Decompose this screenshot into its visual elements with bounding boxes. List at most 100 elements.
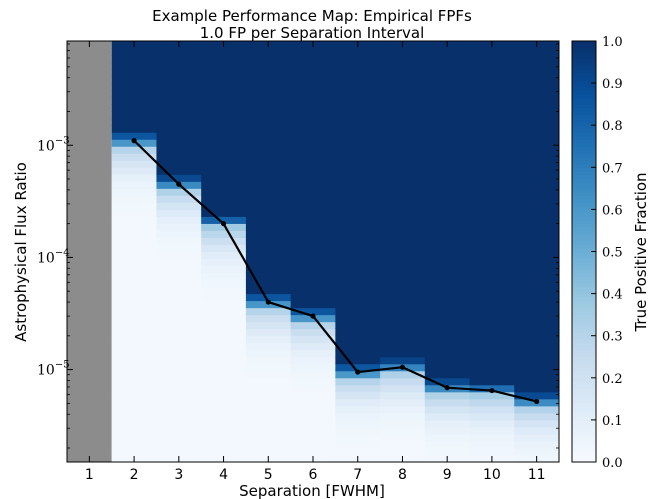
heatmap-cell — [290, 293, 336, 302]
heatmap-cell — [380, 146, 426, 154]
heatmap-cell — [245, 223, 292, 231]
heatmap-cell — [290, 223, 336, 231]
heatmap-cell — [335, 265, 381, 274]
heatmap-cell — [514, 314, 560, 323]
heatmap-cell — [111, 412, 157, 421]
heatmap-cell — [424, 83, 471, 91]
heatmap-cell — [424, 188, 471, 196]
heatmap-cell — [335, 244, 381, 252]
heatmap-cell — [469, 55, 515, 63]
heatmap-cell — [290, 258, 336, 267]
colorbar-segment — [572, 391, 596, 396]
heatmap-cell — [380, 216, 426, 224]
heatmap-cell — [111, 370, 157, 379]
heatmap-cell — [290, 76, 336, 84]
heatmap-cell — [156, 335, 202, 344]
heatmap-cell — [290, 244, 336, 252]
heatmap-cell — [111, 314, 157, 323]
heatmap-cell — [469, 433, 515, 442]
heatmap-cell — [424, 356, 471, 365]
heatmap-cell — [424, 209, 471, 217]
heatmap-cell — [111, 279, 157, 288]
heatmap-cell — [111, 132, 157, 140]
colorbar-segment — [572, 107, 596, 112]
heatmap-cell — [469, 356, 515, 365]
heatmap-cell — [469, 391, 515, 400]
heatmap-cell — [380, 433, 426, 442]
y-tick-label: 10−3 — [37, 135, 70, 154]
heatmap-cell — [111, 426, 157, 435]
heatmap-cell — [201, 160, 247, 168]
colorbar-segment — [572, 388, 596, 393]
heatmap-cell — [424, 223, 471, 231]
heatmap-cell — [156, 447, 202, 456]
colorbar-segment — [572, 90, 596, 95]
heatmap-cell — [290, 209, 336, 217]
heatmap-cell — [335, 83, 381, 91]
colorbar-segment — [572, 226, 596, 232]
heatmap-cell — [245, 244, 292, 252]
heatmap-cell — [201, 384, 247, 393]
heatmap-cell — [201, 181, 247, 189]
heatmap-cell — [380, 384, 426, 393]
heatmap-cell — [335, 104, 381, 112]
heatmap-cell — [380, 90, 426, 98]
heatmap-cell — [469, 300, 515, 309]
curve-point — [355, 369, 361, 375]
heatmap-cell — [290, 398, 336, 407]
heatmap-cell — [380, 307, 426, 316]
masked-column — [67, 41, 112, 462]
colorbar-segment — [572, 233, 596, 239]
heatmap-cell — [335, 419, 381, 428]
heatmap-cell — [290, 118, 336, 126]
heatmap-cell — [290, 146, 336, 154]
heatmap-cell — [514, 230, 560, 238]
colorbar-segment — [572, 377, 596, 382]
heatmap-cell — [245, 104, 292, 112]
heatmap-cell — [514, 370, 560, 379]
heatmap-cell — [156, 363, 202, 372]
colorbar-segment — [572, 444, 596, 449]
colorbar-segment — [572, 360, 596, 365]
colorbar-segment — [572, 437, 596, 442]
heatmap-cell — [514, 223, 560, 231]
colorbar-segment — [572, 426, 596, 432]
colorbar-segment — [572, 402, 596, 407]
colorbar-segment — [572, 69, 596, 74]
heatmap-cell — [111, 335, 157, 344]
heatmap-cell — [111, 356, 157, 365]
heatmap-cell — [111, 62, 157, 70]
colorbar-segment — [572, 188, 596, 193]
heatmap-cell — [245, 405, 292, 414]
heatmap-cell — [514, 181, 560, 189]
heatmap-cell — [290, 97, 336, 105]
heatmap-cell — [290, 370, 336, 379]
heatmap-cell — [469, 265, 515, 274]
heatmap-cell — [424, 90, 471, 98]
heatmap-cell — [514, 251, 560, 260]
heatmap-cell — [514, 97, 560, 105]
heatmap-cell — [424, 237, 471, 245]
heatmap-cell — [201, 118, 247, 126]
heatmap-cell — [156, 223, 202, 231]
x-tick-label: 11 — [528, 467, 546, 483]
heatmap-cell — [380, 426, 426, 435]
colorbar-segment — [572, 153, 596, 158]
heatmap-cell — [469, 398, 515, 407]
heatmap-cell — [380, 160, 426, 168]
heatmap-cell — [469, 202, 515, 210]
heatmap-cell — [514, 356, 560, 365]
heatmap-cell — [156, 139, 202, 147]
heatmap-cell — [514, 69, 560, 77]
heatmap-cell — [424, 426, 471, 435]
heatmap-cell — [335, 335, 381, 344]
heatmap-cell — [469, 216, 515, 224]
heatmap-cell — [156, 62, 202, 70]
heatmap-cell — [424, 370, 471, 379]
heatmap-cell — [335, 286, 381, 295]
heatmap-cell — [514, 132, 560, 140]
heatmap-cell — [245, 181, 292, 189]
heatmap-cell — [156, 125, 202, 133]
heatmap-cell — [290, 139, 336, 147]
